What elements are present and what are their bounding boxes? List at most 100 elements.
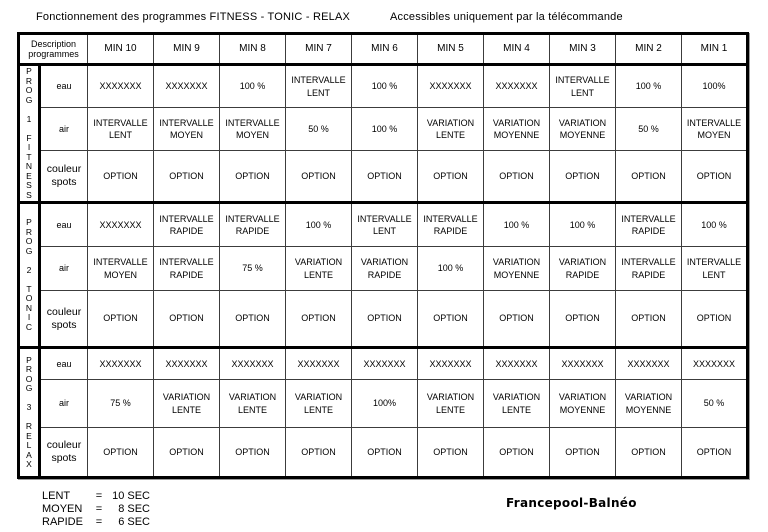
- table-cell: OPTION: [285, 290, 352, 348]
- legend-value: 6 SEC: [118, 516, 150, 528]
- row-label-air: air: [39, 107, 88, 151]
- table-cell: 100 %: [351, 63, 418, 108]
- legend-equals: =: [95, 516, 103, 528]
- table-cell: OPTION: [483, 427, 550, 478]
- table-cell: VARIATION LENTE: [285, 379, 352, 428]
- legend-equals: =: [95, 490, 103, 502]
- table-cell: OPTION: [483, 290, 550, 348]
- table-cell: OPTION: [615, 150, 682, 203]
- table-cell: INTERVALLE RAPIDE: [615, 201, 682, 247]
- column-header-min-2: MIN 2: [615, 33, 682, 66]
- table-cell: OPTION: [681, 150, 748, 203]
- table-cell: OPTION: [351, 150, 418, 203]
- table-cell: INTERVALLE RAPIDE: [219, 201, 286, 247]
- table-cell: OPTION: [549, 427, 616, 478]
- table-cell: VARIATION LENTE: [285, 246, 352, 291]
- table-cell: XXXXXXX: [87, 346, 154, 380]
- column-header-min-1: MIN 1: [681, 33, 748, 66]
- table-cell: VARIATION LENTE: [417, 379, 484, 428]
- row-label-couleur-spots: couleur spots: [39, 290, 88, 348]
- row-label-couleur-spots: couleur spots: [39, 427, 88, 478]
- program-label-prog-3-relax: P R O G 3 R E L A X: [18, 346, 41, 478]
- table-cell: XXXXXXX: [417, 346, 484, 380]
- table-cell: XXXXXXX: [153, 346, 220, 380]
- column-header-min-6: MIN 6: [351, 33, 418, 66]
- table-cell: 100 %: [681, 201, 748, 247]
- table-cell: INTERVALLE MOYEN: [153, 107, 220, 151]
- table-cell: XXXXXXX: [87, 63, 154, 108]
- row-label-eau: eau: [39, 201, 88, 247]
- table-cell: XXXXXXX: [417, 63, 484, 108]
- table-cell: OPTION: [615, 427, 682, 478]
- table-cell: OPTION: [417, 290, 484, 348]
- table-cell: INTERVALLE LENT: [681, 246, 748, 291]
- page-subtitle: Accessibles uniquement par la télécomman…: [390, 11, 623, 23]
- table-cell: VARIATION RAPIDE: [351, 246, 418, 291]
- table-cell: INTERVALLE RAPIDE: [153, 201, 220, 247]
- table-cell: 100 %: [615, 63, 682, 108]
- column-header-min-10: MIN 10: [87, 33, 154, 66]
- table-cell: OPTION: [219, 150, 286, 203]
- legend-term: RAPIDE: [42, 516, 83, 528]
- table-cell: INTERVALLE MOYEN: [681, 107, 748, 151]
- timing-legend: LENT = 10 SEC MOYEN = 8 SEC RAPIDE = 6 SEC: [42, 490, 150, 529]
- legend-row-lent: LENT = 10 SEC: [42, 490, 150, 503]
- title-bar: Fonctionnement des programmes FITNESS - …: [0, 8, 768, 28]
- table-cell: XXXXXXX: [285, 346, 352, 380]
- legend-value: 8 SEC: [118, 503, 150, 515]
- table-cell: VARIATION LENTE: [153, 379, 220, 428]
- column-header-min-9: MIN 9: [153, 33, 220, 66]
- page-title: Fonctionnement des programmes FITNESS - …: [36, 11, 351, 23]
- table-cell: 75 %: [219, 246, 286, 291]
- table-cell: 100 %: [285, 201, 352, 247]
- table-cell: INTERVALLE RAPIDE: [417, 201, 484, 247]
- table-cell: OPTION: [351, 427, 418, 478]
- table-cell: 100%: [681, 63, 748, 108]
- table-cell: INTERVALLE MOYEN: [87, 246, 154, 291]
- table-cell: VARIATION MOYENNE: [549, 379, 616, 428]
- legend-term: LENT: [42, 490, 71, 502]
- table-cell: XXXXXXX: [483, 346, 550, 380]
- legend-term: MOYEN: [42, 503, 83, 515]
- table-cell: OPTION: [153, 150, 220, 203]
- table-cell: OPTION: [87, 427, 154, 478]
- header-row: Description programmes MIN 10 MIN 9 MIN 8 M…: [18, 33, 748, 66]
- legend-row-rapide: RAPIDE = 6 SEC: [42, 516, 150, 529]
- table-cell: INTERVALLE LENT: [549, 63, 616, 108]
- row-label-couleur-spots: couleur spots: [39, 150, 88, 203]
- table-cell: VARIATION RAPIDE: [549, 246, 616, 291]
- table-cell: OPTION: [681, 427, 748, 478]
- column-header-min-3: MIN 3: [549, 33, 616, 66]
- column-header-min-8: MIN 8: [219, 33, 286, 66]
- programs-table: Description programmes MIN 10 MIN 9 MIN 8 M…: [17, 32, 749, 479]
- table-cell: OPTION: [417, 150, 484, 203]
- table-cell: XXXXXXX: [483, 63, 550, 108]
- table-cell: 50 %: [681, 379, 748, 428]
- table-cell: OPTION: [87, 290, 154, 348]
- table-cell: 100 %: [351, 107, 418, 151]
- row-label-air: air: [39, 246, 88, 291]
- row-label-air: air: [39, 379, 88, 428]
- table-cell: OPTION: [351, 290, 418, 348]
- table-cell: VARIATION LENTE: [483, 379, 550, 428]
- table-cell: OPTION: [219, 290, 286, 348]
- table-cell: OPTION: [615, 290, 682, 348]
- table-cell: 50 %: [615, 107, 682, 151]
- column-header-min-4: MIN 4: [483, 33, 550, 66]
- table-cell: OPTION: [153, 427, 220, 478]
- table-cell: VARIATION MOYENNE: [483, 107, 550, 151]
- table-cell: OPTION: [153, 290, 220, 348]
- corner-header: Description programmes: [18, 33, 88, 66]
- row-label-eau: eau: [39, 63, 88, 108]
- legend-value: 10 SEC: [112, 490, 150, 502]
- table-cell: 100 %: [219, 63, 286, 108]
- table-cell: INTERVALLE LENT: [351, 201, 418, 247]
- table-cell: VARIATION MOYENNE: [483, 246, 550, 291]
- table-cell: VARIATION MOYENNE: [549, 107, 616, 151]
- table-cell: VARIATION LENTE: [219, 379, 286, 428]
- table-cell: INTERVALLE LENT: [285, 63, 352, 108]
- table-cell: 75 %: [87, 379, 154, 428]
- table-cell: INTERVALLE MOYEN: [219, 107, 286, 151]
- table-cell: XXXXXXX: [87, 201, 154, 247]
- table-cell: OPTION: [549, 150, 616, 203]
